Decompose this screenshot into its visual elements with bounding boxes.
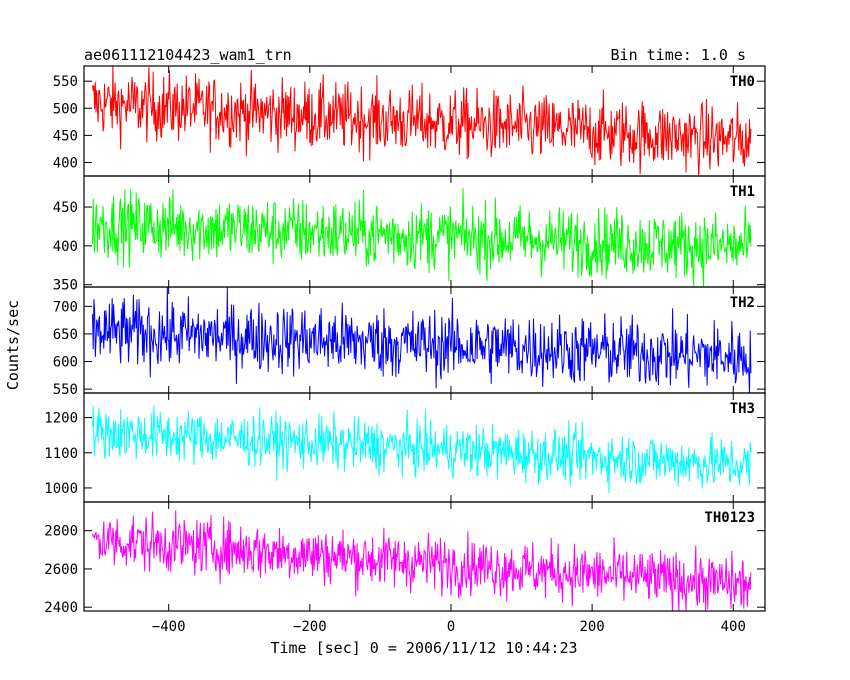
y-tick-label: 450 bbox=[53, 200, 78, 216]
series-line-th0 bbox=[92, 66, 752, 176]
series-line-th2 bbox=[92, 287, 752, 393]
y-tick-label: 1000 bbox=[44, 481, 78, 497]
panel-th0: 400 450 500 550 TH0 bbox=[53, 65, 766, 177]
x-axis-label: Time [sec] 0 = 2006/11/12 10:44:23 bbox=[270, 639, 577, 657]
bin-time-label: Bin time: 1.0 s bbox=[611, 46, 746, 64]
y-tick-label: 600 bbox=[53, 355, 78, 371]
panel-label-th0123: TH0123 bbox=[704, 510, 755, 526]
x-tick-label: −200 bbox=[293, 619, 327, 635]
panel-label-th1: TH1 bbox=[730, 184, 755, 200]
panel-frame bbox=[83, 501, 766, 612]
panels-group: 400 450 500 550 TH0 350 400 450 TH1 550 600 650 700 T… bbox=[44, 65, 766, 616]
y-axis-label: Counts/sec bbox=[4, 300, 22, 390]
panel-label-th3: TH3 bbox=[730, 401, 755, 417]
x-tick-label: −400 bbox=[152, 619, 186, 635]
series-line-th1 bbox=[92, 187, 752, 287]
y-tick-label: 550 bbox=[53, 74, 78, 90]
panel-th1: 350 400 450 TH1 bbox=[53, 175, 766, 294]
y-tick-label: 2400 bbox=[44, 600, 78, 616]
series-line-th3 bbox=[92, 405, 752, 494]
panel-label-th0: TH0 bbox=[730, 74, 755, 90]
y-tick-label: 650 bbox=[53, 327, 78, 343]
x-tick-label: 200 bbox=[579, 619, 604, 635]
series-line-th0123 bbox=[92, 510, 752, 611]
x-tick-label: 400 bbox=[721, 619, 746, 635]
y-tick-label: 400 bbox=[53, 239, 78, 255]
y-tick-label: 350 bbox=[53, 278, 78, 294]
y-tick-label: 1200 bbox=[44, 411, 78, 427]
panel-th2: 550 600 650 700 TH2 bbox=[53, 286, 766, 398]
y-tick-label: 2800 bbox=[44, 524, 78, 540]
y-tick-label: 500 bbox=[53, 101, 78, 117]
panel-th3: 1000 1100 1200 TH3 bbox=[44, 392, 766, 503]
y-tick-label: 550 bbox=[53, 382, 78, 398]
y-tick-label: 2600 bbox=[44, 562, 78, 578]
y-tick-label: 450 bbox=[53, 128, 78, 144]
panel-th0123: 2400 2600 2800 TH0123 bbox=[44, 501, 766, 616]
x-tick-label: 0 bbox=[447, 619, 455, 635]
chart-title: ae061112104423_wam1_trn bbox=[84, 46, 292, 64]
y-tick-label: 700 bbox=[53, 299, 78, 315]
panel-label-th2: TH2 bbox=[730, 295, 755, 311]
y-tick-label: 400 bbox=[53, 155, 78, 171]
y-tick-label: 1100 bbox=[44, 446, 78, 462]
x-axis: −400 −200 0 200 400 bbox=[152, 619, 746, 635]
